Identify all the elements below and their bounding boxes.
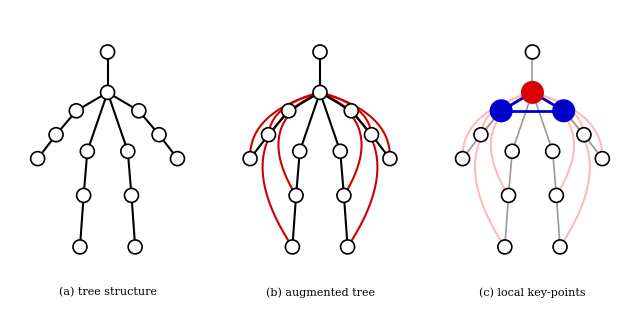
- Circle shape: [456, 152, 470, 166]
- Circle shape: [505, 144, 519, 158]
- Circle shape: [69, 104, 83, 118]
- Circle shape: [132, 104, 146, 118]
- Text: (c) local key-points: (c) local key-points: [479, 287, 586, 298]
- Circle shape: [262, 128, 275, 142]
- Circle shape: [73, 240, 87, 254]
- Text: (b) augmented tree: (b) augmented tree: [266, 287, 374, 298]
- Circle shape: [152, 128, 166, 142]
- Circle shape: [340, 240, 355, 254]
- Text: (a) tree structure: (a) tree structure: [59, 287, 157, 298]
- Circle shape: [365, 128, 378, 142]
- Circle shape: [337, 188, 351, 202]
- Circle shape: [100, 86, 115, 100]
- Circle shape: [125, 188, 138, 202]
- Circle shape: [121, 144, 135, 158]
- Circle shape: [577, 128, 591, 142]
- Circle shape: [333, 144, 348, 158]
- Circle shape: [292, 144, 307, 158]
- Circle shape: [383, 152, 397, 166]
- Circle shape: [491, 100, 511, 121]
- Circle shape: [525, 45, 540, 59]
- Circle shape: [522, 82, 543, 103]
- Circle shape: [549, 188, 563, 202]
- Circle shape: [474, 128, 488, 142]
- Circle shape: [282, 104, 296, 118]
- Circle shape: [553, 240, 567, 254]
- Circle shape: [546, 144, 559, 158]
- Circle shape: [595, 152, 609, 166]
- Circle shape: [289, 188, 303, 202]
- Circle shape: [285, 240, 300, 254]
- Circle shape: [344, 104, 358, 118]
- Circle shape: [553, 100, 574, 121]
- Circle shape: [81, 144, 94, 158]
- Circle shape: [313, 86, 327, 100]
- Circle shape: [77, 188, 91, 202]
- Circle shape: [49, 128, 63, 142]
- Circle shape: [100, 45, 115, 59]
- Circle shape: [31, 152, 45, 166]
- Circle shape: [313, 45, 327, 59]
- Circle shape: [128, 240, 142, 254]
- Circle shape: [502, 188, 515, 202]
- Circle shape: [243, 152, 257, 166]
- Circle shape: [498, 240, 512, 254]
- Circle shape: [170, 152, 184, 166]
